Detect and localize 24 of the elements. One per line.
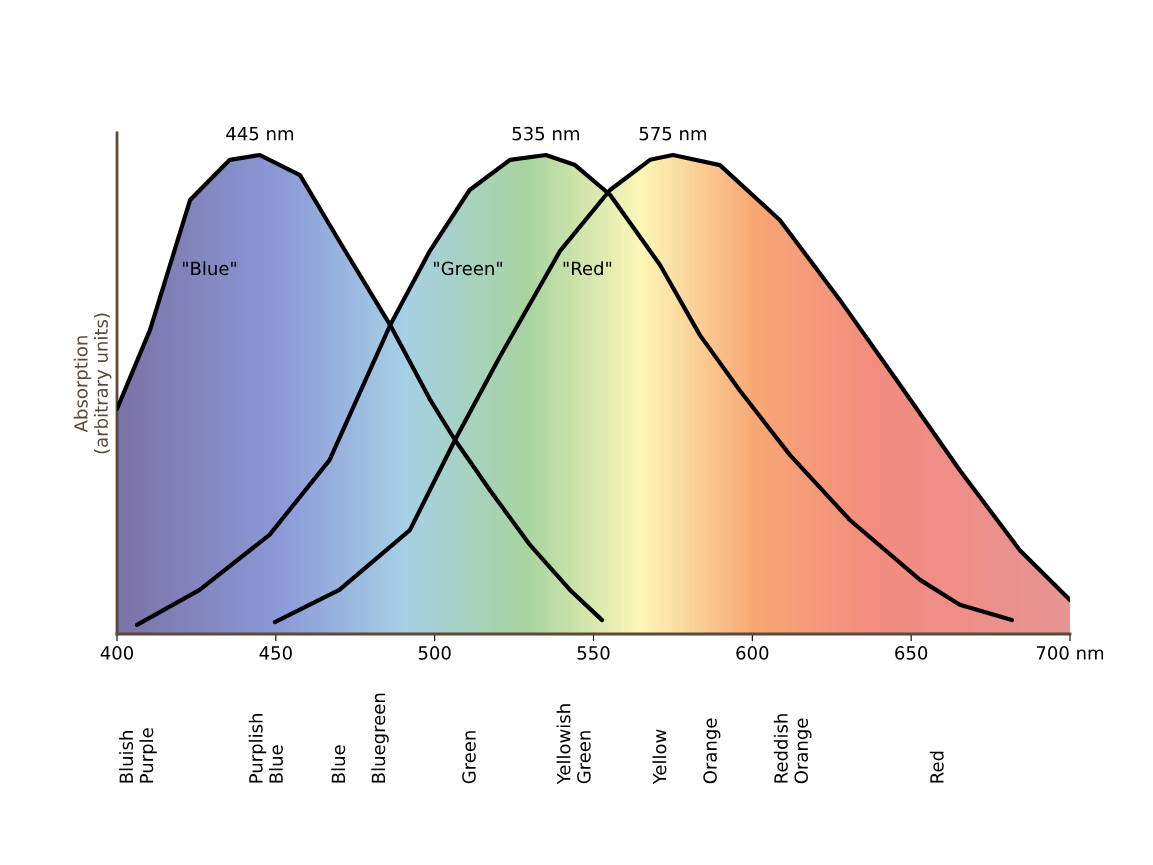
annotation: 575 nm xyxy=(639,127,706,141)
series-label: "Green" xyxy=(434,261,502,276)
text: Bluegreen xyxy=(371,693,389,783)
annotation: 535 nm xyxy=(512,126,579,141)
series-label: "Blue" xyxy=(182,261,237,276)
x-tick-label: 450 xyxy=(259,646,292,660)
text: Green xyxy=(462,731,476,784)
text: Bluish Purple xyxy=(119,728,157,783)
text: Yellow xyxy=(652,729,667,785)
y-axis-title: Absorption (arbitrary units) xyxy=(73,313,112,454)
x-tick-label: 400 xyxy=(100,646,134,660)
text: Purplish Blue xyxy=(248,714,283,783)
x-tick-label: 700 nm xyxy=(1036,646,1104,660)
text: Blue xyxy=(331,745,346,783)
x-tick-label: 500 xyxy=(418,646,451,660)
text: Reddish Orange xyxy=(773,714,812,784)
x-tick-label: 600 xyxy=(736,646,769,660)
x-tick-label: 650 xyxy=(895,646,928,660)
x-tick-label: 550 xyxy=(577,646,610,660)
text: Yellowish Green xyxy=(556,704,591,785)
text: Red xyxy=(929,751,944,783)
series-label: "Red" xyxy=(563,261,612,276)
annotation: 445 nm xyxy=(226,127,294,141)
text: Orange xyxy=(703,718,721,784)
